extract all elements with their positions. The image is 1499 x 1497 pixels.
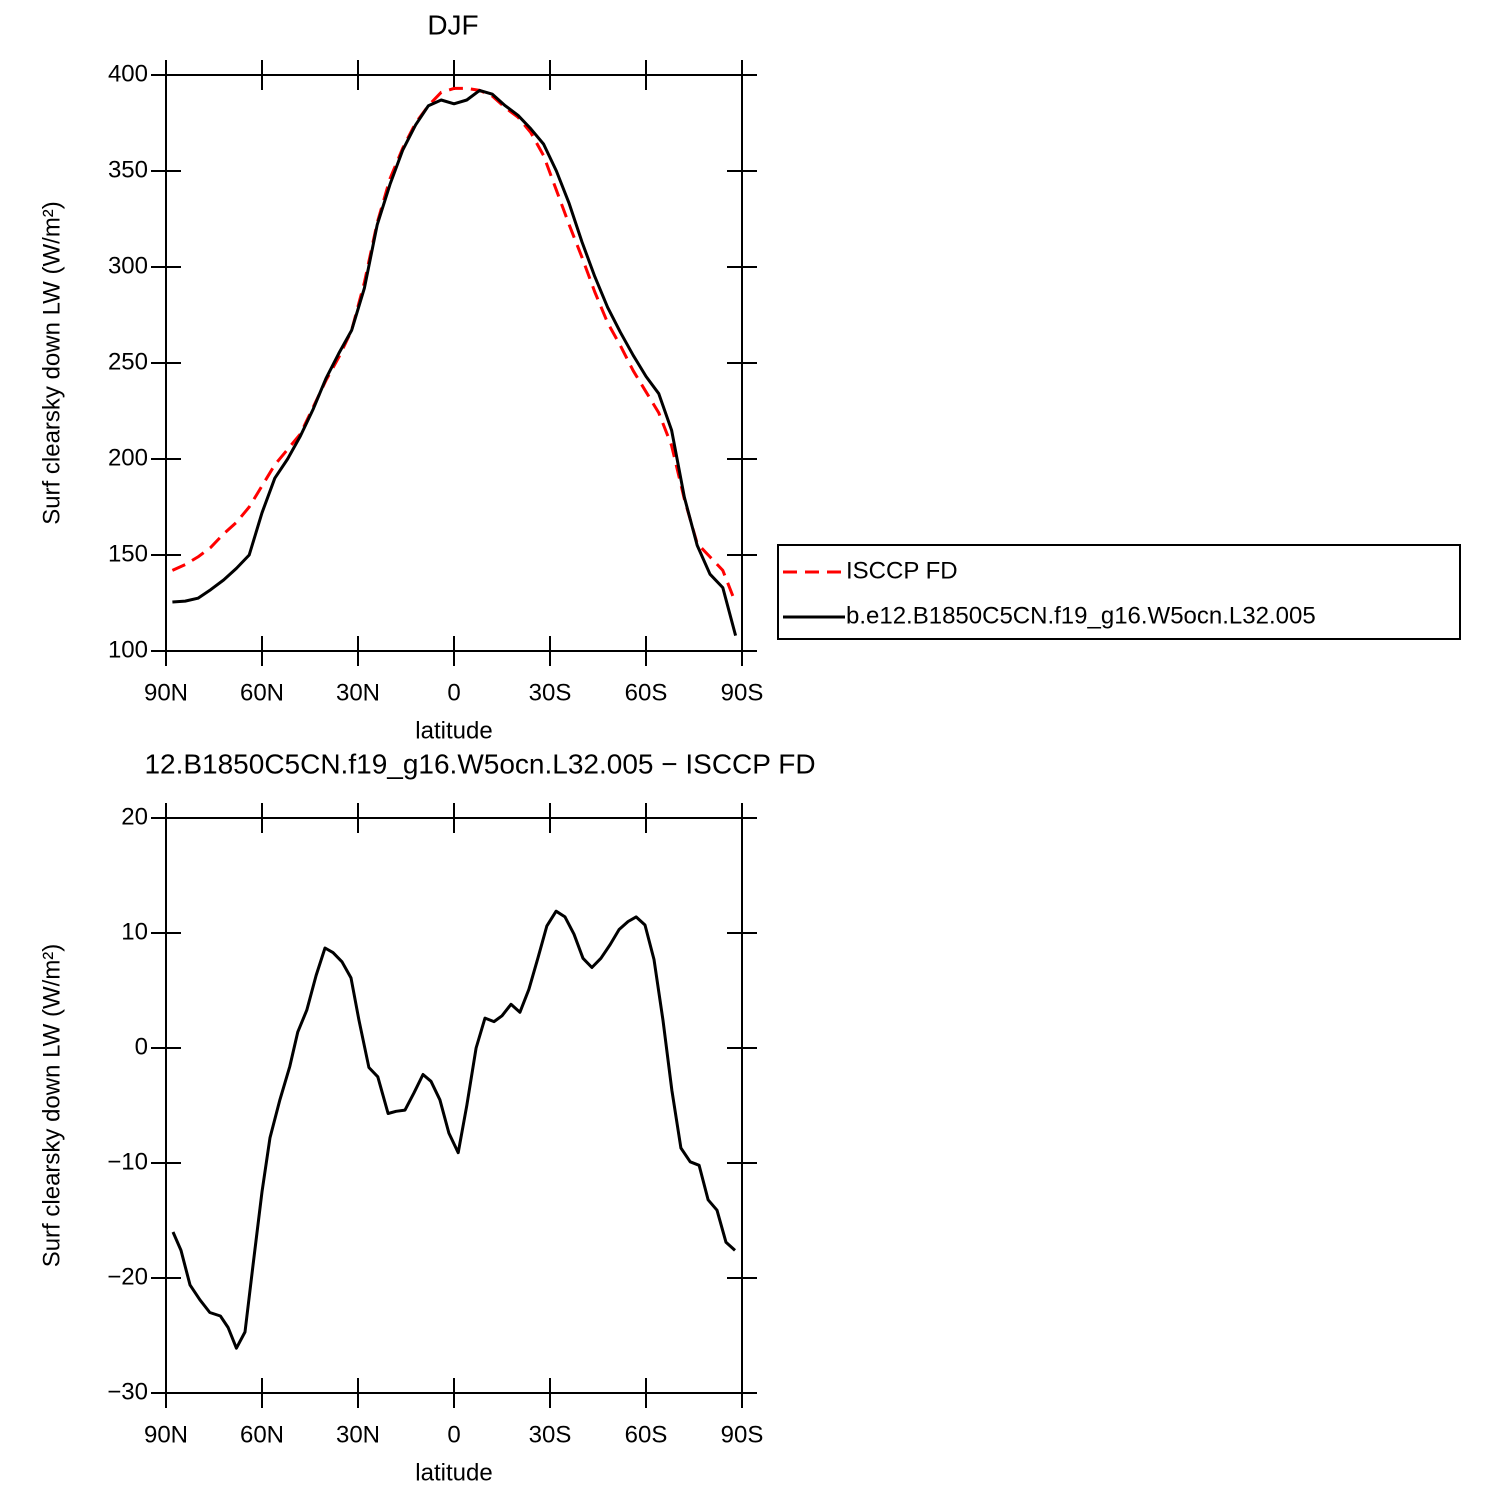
x-tick-label: 30N: [336, 679, 380, 706]
x-tick-label: 60N: [240, 1421, 284, 1448]
chart-title: DJF: [427, 9, 478, 40]
x-axis-label: latitude: [415, 717, 492, 744]
y-tick-label: 200: [108, 444, 148, 471]
x-tick-label: 90N: [144, 1421, 188, 1448]
data-line: [171, 909, 737, 1350]
data-line: [172, 88, 738, 636]
y-tick-label: 400: [108, 60, 148, 87]
y-tick-label: 150: [108, 540, 148, 567]
x-tick-label: 30S: [529, 1421, 572, 1448]
legend-label: b.e12.B1850C5CN.f19_g16.W5ocn.L32.005: [846, 602, 1316, 629]
y-tick-label: −10: [107, 1148, 148, 1175]
x-tick-label: 0: [447, 679, 460, 706]
plot-frame: [165, 817, 743, 1394]
x-tick-label: 60S: [625, 1421, 668, 1448]
y-tick-label: 0: [135, 1033, 148, 1060]
x-tick-label: 90S: [721, 1421, 764, 1448]
plot-frame: [165, 74, 743, 652]
y-axis-label: Surf clearsky down LW (W/m²): [38, 201, 65, 525]
y-tick-label: 10: [121, 918, 148, 945]
legend-label: ISCCP FD: [846, 557, 958, 584]
x-tick-label: 90S: [721, 679, 764, 706]
y-tick-label: 250: [108, 348, 148, 375]
y-tick-label: −30: [107, 1378, 148, 1405]
x-tick-label: 30S: [529, 679, 572, 706]
legend-box: [777, 544, 1461, 640]
x-tick-label: 60S: [625, 679, 668, 706]
x-tick-label: 60N: [240, 679, 284, 706]
data-line: [171, 86, 737, 604]
x-tick-label: 90N: [144, 679, 188, 706]
y-tick-label: 350: [108, 156, 148, 183]
x-axis-label: latitude: [415, 1459, 492, 1486]
x-tick-label: 30N: [336, 1421, 380, 1448]
y-axis-label: Surf clearsky down LW (W/m²): [38, 944, 65, 1268]
y-tick-label: 20: [121, 803, 148, 830]
x-tick-label: 0: [447, 1421, 460, 1448]
y-tick-label: 100: [108, 636, 148, 663]
y-tick-label: 300: [108, 252, 148, 279]
y-tick-label: −20: [107, 1263, 148, 1290]
chart-title: 12.B1850C5CN.f19_g16.W5ocn.L32.005 − ISC…: [144, 748, 815, 779]
